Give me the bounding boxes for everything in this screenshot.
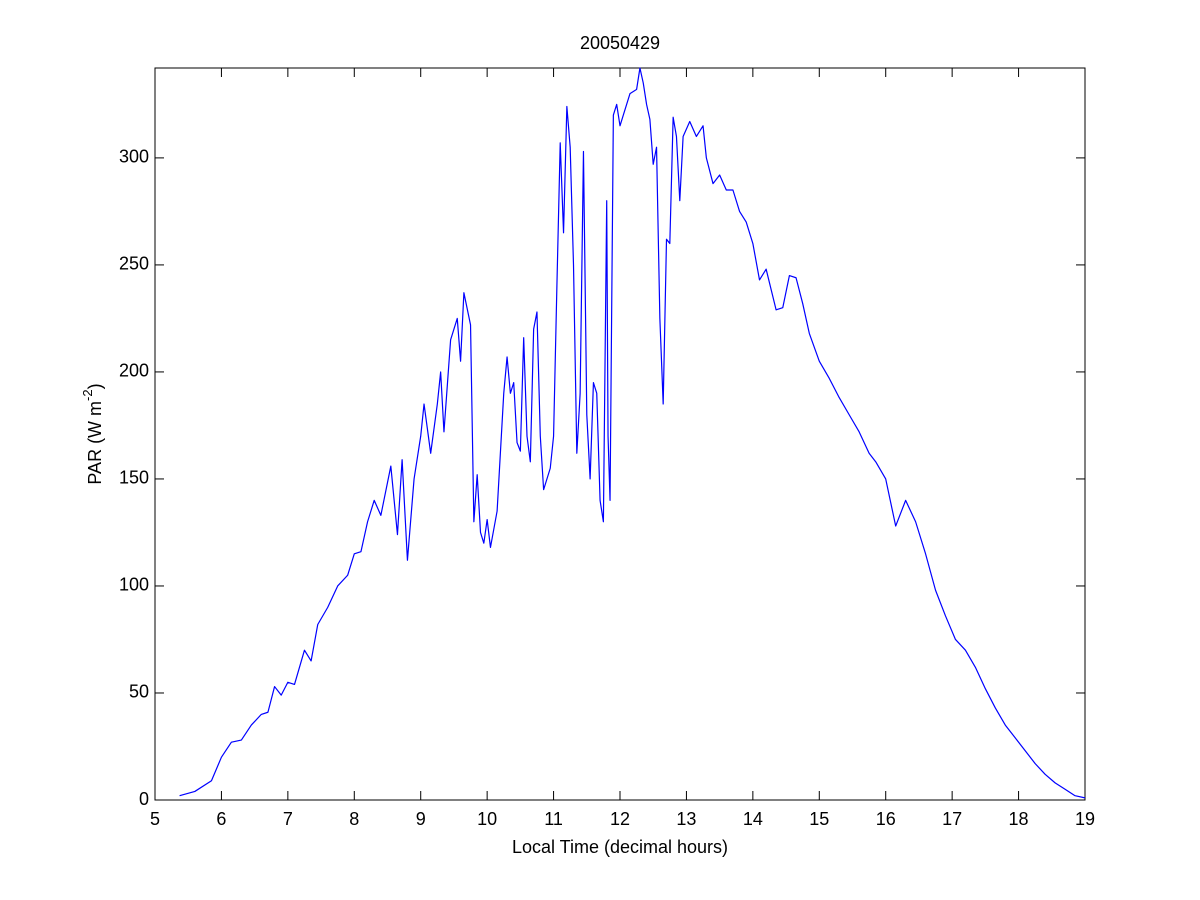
x-tick-label: 17 <box>942 809 962 829</box>
x-tick-label: 14 <box>743 809 763 829</box>
y-axis-label: PAR (W m-2) <box>80 383 104 484</box>
x-tick-label: 9 <box>416 809 426 829</box>
x-tick-label: 13 <box>676 809 696 829</box>
x-tick-label: 5 <box>150 809 160 829</box>
x-tick-label: 10 <box>477 809 497 829</box>
x-tick-label: 16 <box>876 809 896 829</box>
data-line <box>179 67 1086 799</box>
y-axis-label-end: ) <box>85 383 105 389</box>
x-tick-label: 6 <box>216 809 226 829</box>
x-axis-label: Local Time (decimal hours) <box>512 837 728 857</box>
x-tick-label: 19 <box>1075 809 1095 829</box>
y-tick-label: 100 <box>119 575 149 595</box>
x-tick-label: 18 <box>1009 809 1029 829</box>
x-tick-label: 8 <box>349 809 359 829</box>
y-tick-label: 250 <box>119 254 149 274</box>
x-tick-label: 7 <box>283 809 293 829</box>
y-tick-label: 0 <box>139 789 149 809</box>
y-tick-label: 50 <box>129 682 149 702</box>
x-tick-label: 11 <box>544 809 563 829</box>
y-axis-label-sup: -2 <box>80 389 95 401</box>
y-axis-label-main: PAR (W m <box>85 401 105 485</box>
y-tick-label: 200 <box>119 361 149 381</box>
y-tick-label: 150 <box>119 468 149 488</box>
y-tick-label: 300 <box>119 147 149 167</box>
x-tick-label: 12 <box>610 809 630 829</box>
x-tick-label: 15 <box>809 809 829 829</box>
chart-title: 20050429 <box>580 33 660 53</box>
